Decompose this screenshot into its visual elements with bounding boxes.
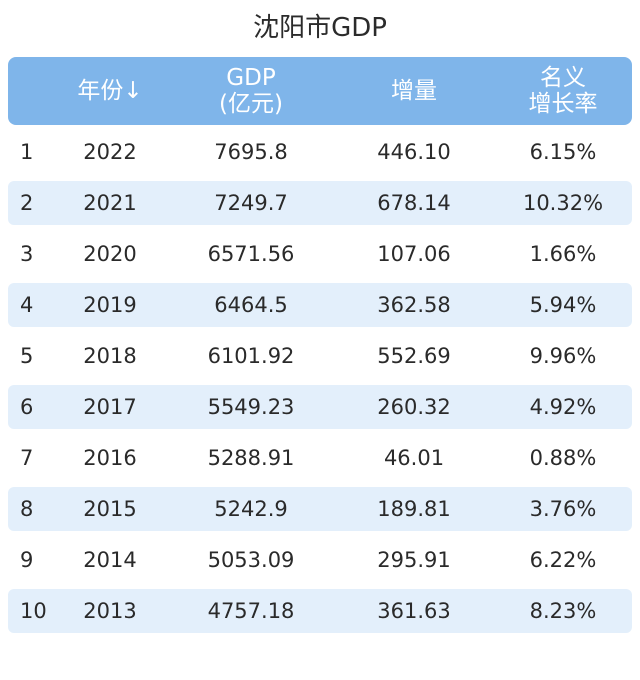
row-index: 3 [20, 242, 34, 266]
table-row: 3 2020 6571.56 107.06 1.66% [8, 232, 632, 276]
row-index: 7 [20, 446, 34, 470]
cell-gdp: 5053.09 [207, 548, 295, 572]
table-row: 10 2013 4757.18 361.63 8.23% [8, 589, 632, 633]
cell-growth-rate: 8.23% [529, 599, 597, 623]
table-body: 1 2022 7695.8 446.10 6.15% 2 2021 7249.7 678.14 1… [8, 130, 632, 633]
table-row: 4 2019 6464.5 362.58 5.94% [8, 283, 632, 327]
row-index: 6 [20, 395, 34, 419]
cell-increase: 189.81 [377, 497, 451, 521]
header-increase: 增量 [391, 78, 437, 104]
table-row: 9 2014 5053.09 295.91 6.22% [8, 538, 632, 582]
row-index: 1 [20, 140, 34, 164]
cell-year: 2013 [83, 599, 137, 623]
cell-increase: 260.32 [377, 395, 451, 419]
cell-gdp: 4757.18 [207, 599, 295, 623]
cell-growth-rate: 4.92% [529, 395, 597, 419]
cell-year: 2015 [83, 497, 137, 521]
cell-gdp: 7249.7 [214, 191, 288, 215]
table-row: 7 2016 5288.91 46.01 0.88% [8, 436, 632, 480]
cell-growth-rate: 6.15% [529, 140, 597, 164]
header-index [8, 57, 52, 125]
cell-growth-rate: 5.94% [529, 293, 597, 317]
cell-year: 2017 [83, 395, 137, 419]
row-index: 5 [20, 344, 34, 368]
cell-increase: 362.58 [377, 293, 451, 317]
cell-growth-rate: 10.32% [522, 191, 604, 215]
cell-year: 2019 [83, 293, 137, 317]
table-row: 2 2021 7249.7 678.14 10.32% [8, 181, 632, 225]
header-year[interactable]: 年份↓ [77, 78, 143, 104]
cell-growth-rate: 1.66% [529, 242, 597, 266]
cell-increase: 552.69 [377, 344, 451, 368]
header-gdp: GDP (亿元) [219, 65, 283, 117]
cell-increase: 446.10 [377, 140, 451, 164]
cell-year: 2021 [83, 191, 137, 215]
row-index: 10 [20, 599, 47, 623]
cell-gdp: 5242.9 [214, 497, 288, 521]
page-title: 沈阳市GDP [253, 13, 387, 43]
cell-gdp: 5288.91 [207, 446, 295, 470]
table-row: 5 2018 6101.92 552.69 9.96% [8, 334, 632, 378]
cell-gdp: 7695.8 [214, 140, 288, 164]
table-row: 1 2022 7695.8 446.10 6.15% [8, 130, 632, 174]
cell-year: 2022 [83, 140, 137, 164]
cell-increase: 678.14 [377, 191, 451, 215]
cell-increase: 107.06 [377, 242, 451, 266]
row-index: 4 [20, 293, 34, 317]
cell-gdp: 6464.5 [214, 293, 288, 317]
gdp-table: 年份↓ GDP (亿元) 增量 名义 增长率 1 2022 7695.8 446.10… [8, 57, 632, 633]
cell-growth-rate: 6.22% [529, 548, 597, 572]
table-row: 6 2017 5549.23 260.32 4.92% [8, 385, 632, 429]
cell-year: 2020 [83, 242, 137, 266]
row-index: 2 [20, 191, 34, 215]
row-index: 8 [20, 497, 34, 521]
cell-increase: 46.01 [383, 446, 445, 470]
cell-year: 2014 [83, 548, 137, 572]
table-header: 年份↓ GDP (亿元) 增量 名义 增长率 [8, 57, 632, 125]
cell-growth-rate: 0.88% [529, 446, 597, 470]
row-index: 9 [20, 548, 34, 572]
cell-growth-rate: 9.96% [529, 344, 597, 368]
cell-growth-rate: 3.76% [529, 497, 597, 521]
cell-gdp: 6101.92 [207, 344, 295, 368]
cell-increase: 361.63 [377, 599, 451, 623]
header-growth-rate: 名义 增长率 [528, 65, 598, 117]
cell-year: 2016 [83, 446, 137, 470]
table-row: 8 2015 5242.9 189.81 3.76% [8, 487, 632, 531]
cell-gdp: 6571.56 [207, 242, 295, 266]
cell-gdp: 5549.23 [207, 395, 295, 419]
cell-increase: 295.91 [377, 548, 451, 572]
cell-year: 2018 [83, 344, 137, 368]
